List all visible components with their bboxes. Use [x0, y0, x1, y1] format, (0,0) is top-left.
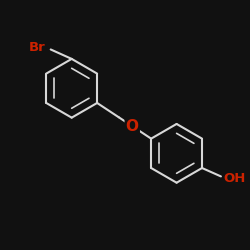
- Text: O: O: [126, 119, 139, 134]
- Text: Br: Br: [29, 41, 46, 54]
- Text: OH: OH: [223, 172, 246, 185]
